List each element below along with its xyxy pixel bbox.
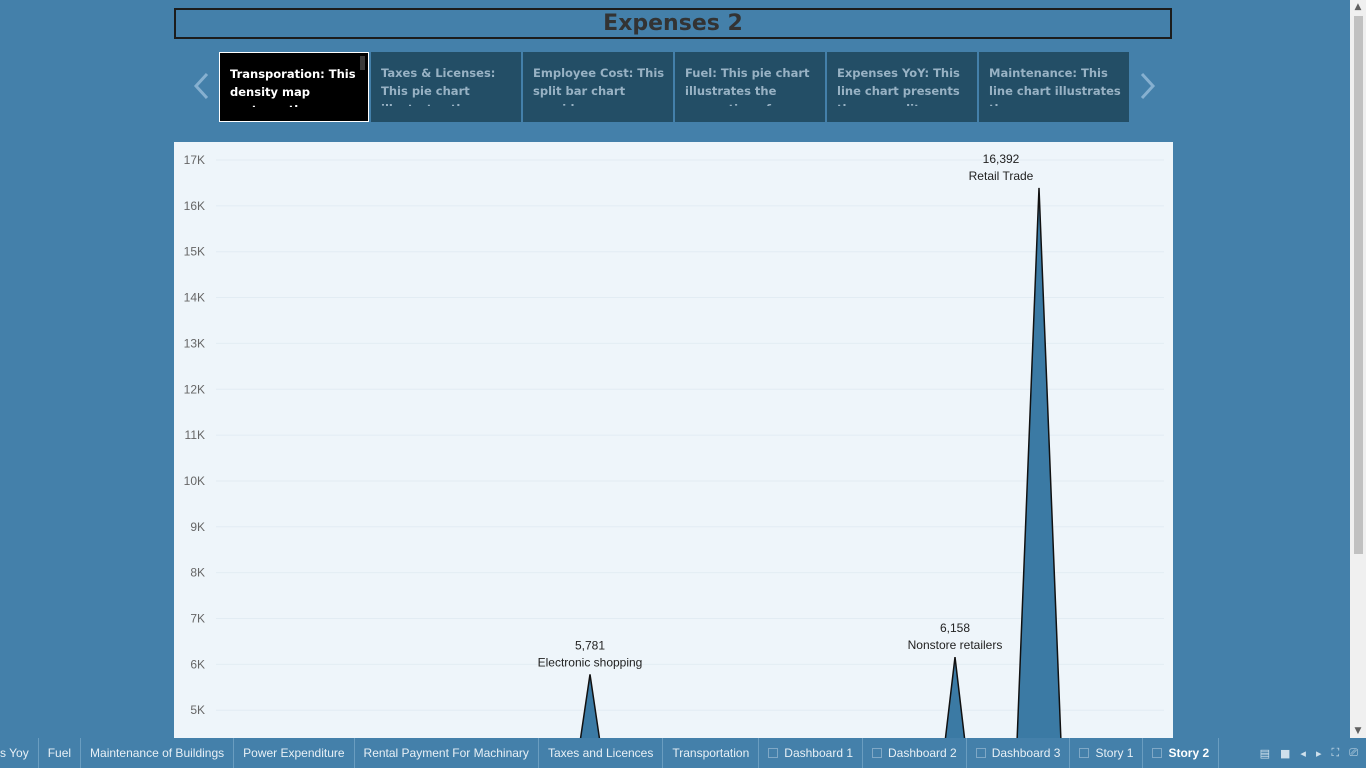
story-point-5[interactable]: Expenses YoY: This line chart presents t… — [827, 52, 977, 122]
y-tick-label: 17K — [184, 153, 205, 167]
y-tick-label: 5K — [190, 703, 205, 717]
scroll-down-icon[interactable]: ▼ — [1354, 726, 1362, 736]
density-chart: 17K 16K 15K 14K 13K 12K 11K 10K 9K 8K 7K 6K 5K 5,781 E… — [174, 142, 1173, 738]
chevron-left-icon[interactable] — [192, 70, 212, 102]
story-point-3[interactable]: Employee Cost: This split bar chart prov… — [523, 52, 673, 122]
tab-prev-icon[interactable]: ◂ — [1300, 746, 1306, 760]
y-tick-label: 6K — [190, 657, 205, 671]
tab-taxes-and-licences[interactable]: Taxes and Licences — [539, 738, 664, 768]
tab-label: Transportation — [672, 746, 750, 760]
y-tick-label: 10K — [184, 474, 205, 488]
story-icon — [1152, 748, 1163, 758]
story-point-4[interactable]: Fuel: This pie chart illustrates the pro… — [675, 52, 825, 122]
tab-story-2[interactable]: Story 2 — [1143, 738, 1220, 768]
tab-label: Dashboard 3 — [991, 746, 1061, 760]
story-point-6[interactable]: Maintenance: This line chart illustrates… — [979, 52, 1129, 122]
y-tick-label: 11K — [185, 428, 205, 442]
y-tick-label: 9K — [190, 520, 205, 534]
tab-label: Story 1 — [1095, 746, 1134, 760]
y-tick-label: 15K — [184, 245, 205, 259]
tab-maintenance-of-buildings[interactable]: Maintenance of Buildings — [81, 738, 235, 768]
story-point-2[interactable]: Taxes & Licenses: This pie chart illustr… — [371, 52, 521, 122]
peak-nonstore-retailers[interactable] — [944, 657, 966, 738]
tab-label: Dashboard 2 — [888, 746, 957, 760]
story-point-1[interactable]: Transporation: This density map portrays… — [219, 52, 369, 122]
dashboard-icon — [975, 748, 986, 758]
tab-dashboard-3[interactable]: Dashboard 3 — [967, 738, 1071, 768]
y-tick-label: 14K — [184, 291, 205, 305]
tab-power-expenditure[interactable]: Power Expenditure — [234, 738, 355, 768]
peak-value-label: 5,781 — [575, 638, 605, 652]
tab-fuel[interactable]: Fuel — [39, 738, 82, 768]
story-title-box: Expenses 2 — [174, 8, 1172, 39]
tab-label: Dashboard 1 — [784, 746, 853, 760]
peak-electronic-shopping[interactable] — [579, 674, 601, 738]
fullscreen-icon[interactable]: ⛶ — [1331, 746, 1340, 759]
y-tick-label: 7K — [190, 612, 205, 626]
story-title: Expenses 2 — [603, 11, 743, 36]
peak-value-label: 16,392 — [983, 152, 1020, 166]
tab-label: Taxes and Licences — [547, 746, 654, 760]
peak-category-label: Electronic shopping — [538, 655, 643, 669]
peak-category-label: Nonstore retailers — [908, 638, 1003, 652]
tab-label: Rental Payment For Machinary — [363, 746, 529, 760]
chevron-right-icon[interactable] — [1137, 70, 1157, 102]
story-point-caption: Maintenance: This line chart illustrates… — [989, 66, 1121, 106]
tab-transportation[interactable]: Transportation — [663, 738, 760, 768]
tab-story-1[interactable]: Story 1 — [1070, 738, 1144, 768]
y-tick-label: 13K — [184, 336, 205, 350]
tab-label: Fuel — [47, 746, 72, 760]
tab-label: Story 2 — [1168, 746, 1210, 760]
tab-dashboard-2[interactable]: Dashboard 2 — [863, 738, 967, 768]
presentation-icon[interactable]: ⎚ — [1349, 746, 1358, 759]
show-sheet-list-icon[interactable]: ▤ — [1259, 746, 1271, 760]
story-point-caption: Fuel: This pie chart illustrates the pro… — [685, 66, 810, 106]
chart-svg: 17K 16K 15K 14K 13K 12K 11K 10K 9K 8K 7K 6K 5K 5,781 E… — [184, 152, 1164, 738]
tab-label: Maintenance of Buildings — [90, 746, 225, 760]
story-point-caption: Employee Cost: This split bar chart prov… — [533, 66, 665, 106]
story-point-caption: Taxes & Licenses: This pie chart illustr… — [381, 66, 496, 106]
scroll-thumb[interactable] — [1354, 16, 1363, 554]
vertical-scrollbar[interactable]: ▲ ▼ — [1350, 0, 1366, 738]
dashboard-icon — [872, 748, 882, 758]
tab-rental-payment-for-machinary[interactable]: Rental Payment For Machinary — [355, 738, 539, 768]
peak-value-label: 6,158 — [940, 621, 970, 635]
tab-dashboard-1[interactable]: Dashboard 1 — [759, 738, 863, 768]
scroll-up-icon[interactable]: ▲ — [1354, 2, 1362, 12]
sheet-tab-bar: s Yoy Fuel Maintenance of Buildings Power E… — [0, 738, 1366, 768]
story-icon — [1079, 748, 1090, 758]
y-tick-label: 8K — [190, 566, 205, 580]
tab-next-icon[interactable]: ▸ — [1315, 746, 1322, 760]
peak-category-label: Retail Trade — [969, 169, 1034, 183]
y-tick-label: 16K — [184, 199, 205, 213]
tab-label: Power Expenditure — [243, 746, 345, 760]
peak-retail-trade[interactable] — [1016, 187, 1062, 738]
tab-label: s Yoy — [0, 746, 29, 760]
story-point-caption: Expenses YoY: This line chart presents t… — [837, 66, 960, 106]
story-point-caption: Transporation: This density map portrays… — [230, 67, 356, 107]
y-tick-label: 12K — [184, 382, 205, 396]
show-filmstrip-icon[interactable]: ■ — [1280, 746, 1291, 760]
dashboard-icon — [768, 748, 779, 758]
tab-bar-controls: ▤ ■ ◂ ▸ ⛶ ⎚ — [1260, 738, 1358, 768]
tab-s-yoy[interactable]: s Yoy — [0, 738, 39, 768]
caption-scroll-thumb[interactable] — [360, 56, 365, 70]
